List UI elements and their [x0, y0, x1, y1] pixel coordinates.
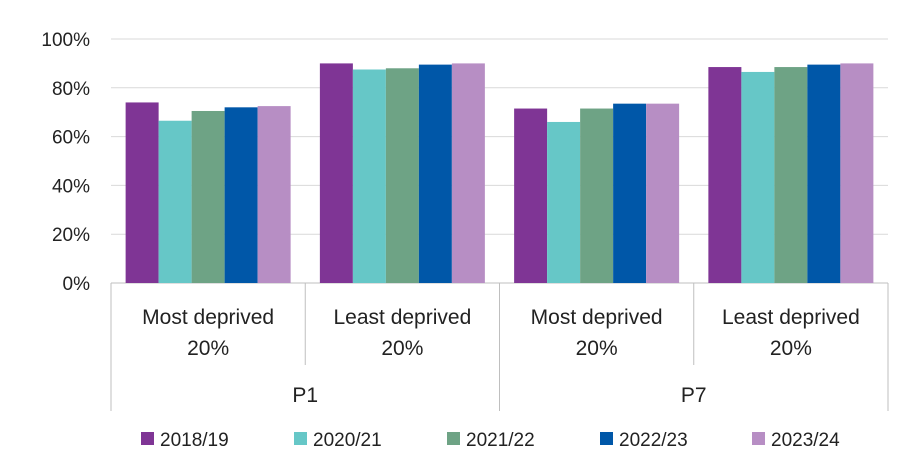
y-tick-label: 20%	[52, 225, 90, 246]
bar-2020-21	[158, 120, 192, 284]
y-tick-label: 80%	[52, 79, 90, 100]
category-label: Most deprived	[531, 306, 663, 329]
y-tick-label: 60%	[52, 128, 90, 149]
bar-2021-22	[774, 67, 808, 283]
category-label: Least deprived	[333, 306, 471, 329]
legend-swatch	[752, 432, 765, 445]
y-tick-label: 40%	[52, 176, 90, 197]
category-label: 20%	[770, 337, 812, 360]
bar-2023-24	[451, 63, 485, 284]
bar-2018-19	[125, 102, 159, 283]
category-label: 20%	[576, 337, 618, 360]
legend-swatch	[600, 432, 613, 445]
bar-2023-24	[840, 63, 874, 284]
group-label: P7	[681, 384, 707, 407]
legend-label: 2022/23	[619, 430, 688, 451]
bar-2018-19	[708, 67, 742, 283]
bar-2022-23	[224, 107, 258, 283]
legend-swatch	[294, 432, 307, 445]
bar-2020-21	[352, 69, 386, 283]
bar-2023-24	[257, 106, 291, 283]
bar-2018-19	[319, 63, 353, 284]
legend-label: 2023/24	[771, 430, 840, 451]
bar-2018-19	[514, 108, 548, 283]
y-tick-label: 0%	[63, 274, 91, 295]
legend-swatch	[141, 432, 154, 445]
legend-label: 2021/22	[466, 430, 535, 451]
category-label: 20%	[187, 337, 229, 360]
bar-2022-23	[418, 64, 452, 284]
category-label: Most deprived	[142, 306, 274, 329]
bar-2020-21	[741, 71, 775, 283]
y-tick-label: 100%	[41, 30, 90, 51]
bar-2021-22	[580, 108, 614, 283]
group-label: P1	[292, 384, 318, 407]
bar-2023-24	[646, 103, 680, 283]
category-label: Least deprived	[722, 306, 860, 329]
category-label: 20%	[381, 337, 423, 360]
legend-label: 2018/19	[160, 430, 229, 451]
bar-2020-21	[547, 121, 581, 284]
bar-2022-23	[807, 64, 841, 284]
bar-2022-23	[613, 103, 647, 283]
legend-swatch	[447, 432, 460, 445]
bar-2021-22	[385, 68, 419, 283]
legend-label: 2020/21	[313, 430, 382, 451]
bar-2021-22	[191, 110, 225, 283]
